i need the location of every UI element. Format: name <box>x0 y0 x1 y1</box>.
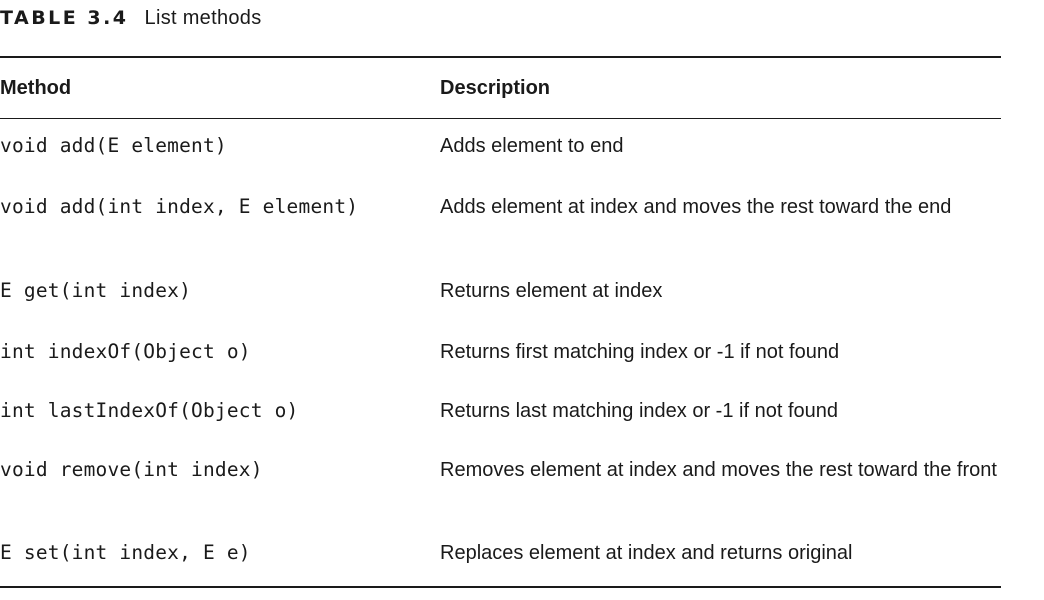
method-signature: void add(E element) <box>0 134 227 157</box>
method-description: Returns element at index <box>440 280 663 302</box>
method-description: Removes element at index and moves the r… <box>440 459 997 481</box>
method-description: Returns first matching index or -1 if no… <box>440 341 840 363</box>
method-description: Adds element to end <box>440 135 624 157</box>
method-signature: E set(int index, E e) <box>0 541 251 564</box>
method-signature: int lastIndexOf(Object o) <box>0 399 299 422</box>
table-top-rule <box>0 56 1001 58</box>
table-caption: TABLE 3.4 List methods <box>0 6 262 30</box>
method-signature: void remove(int index) <box>0 458 263 481</box>
method-signature: E get(int index) <box>0 279 192 302</box>
table-title: List methods <box>144 7 262 29</box>
header-rule <box>0 118 1001 119</box>
header-description: Description <box>440 77 551 99</box>
method-description: Replaces element at index and returns or… <box>440 542 853 564</box>
table-number: TABLE 3.4 <box>0 7 129 29</box>
header-method: Method <box>0 77 72 99</box>
method-signature: int indexOf(Object o) <box>0 340 251 363</box>
method-signature: void add(int index, E element) <box>0 195 359 218</box>
table-bottom-rule <box>0 586 1001 588</box>
method-description: Returns last matching index or -1 if not… <box>440 400 838 422</box>
method-description: Adds element at index and moves the rest… <box>440 196 952 218</box>
